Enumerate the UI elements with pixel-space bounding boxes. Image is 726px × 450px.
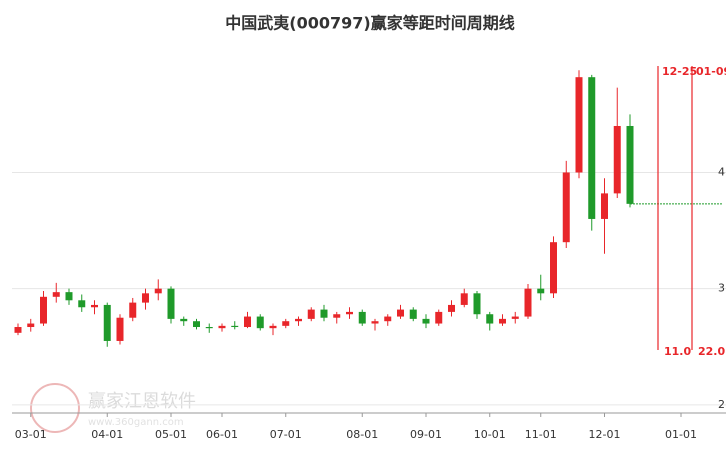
candle-body [588,77,596,219]
x-tick-label: 01-01 [665,428,697,441]
candle-body [295,318,302,322]
candle-body [575,77,583,173]
candle-body [601,193,608,219]
watermark-logo [30,383,80,433]
candle-body [282,321,290,326]
candle-body [40,296,47,324]
candle-body [27,323,35,328]
candle-body [65,292,73,301]
x-tick-label: 05-01 [155,428,187,441]
watermark: 赢家江恩软件 www.360gann.com [30,383,196,433]
x-tick-label: 03-01 [15,428,47,441]
candle-body [91,304,98,308]
y-tick-label: 3 [718,282,725,295]
candle-body [320,309,328,318]
candle-body [180,318,188,322]
candle-body [129,302,137,318]
cycle-note-label: 22.0 [698,345,725,358]
candle-body [460,293,468,305]
candle-body [346,311,353,315]
candle-body [256,316,264,329]
candle-body [142,293,149,303]
x-tick-label: 07-01 [270,428,302,441]
x-tick-label: 08-01 [346,428,378,441]
candle-body [550,242,557,294]
watermark-text: 赢家江恩软件 [88,390,196,412]
candle-body [435,311,443,324]
candle-body [269,325,277,329]
candle-body [52,292,60,297]
candle-body [154,288,162,294]
cycle-note-label: 11.0 [664,345,691,358]
x-tick-label: 12-01 [589,428,621,441]
candle-body [397,309,404,317]
candle-body [486,314,494,324]
candle-body [218,325,226,329]
candle-body [358,311,366,324]
y-tick-label: 2 [718,398,725,411]
candle-body [193,321,200,328]
candle-body [537,288,545,294]
candle-body [116,317,124,341]
chart-title: 中国武夷(000797)赢家等距时间周期线 [225,14,514,33]
candle-body [371,321,379,324]
x-tick-label: 09-01 [410,428,442,441]
candle-body [384,316,392,322]
candle-body [511,316,519,319]
cycle-date-label: 12-25 [662,65,697,78]
candle-body [231,325,239,328]
candle-body [103,304,111,341]
x-tick-label: 11-01 [525,428,557,441]
cycle-date-label: 01-09 [696,65,726,78]
watermark-url: www.360gann.com [88,417,184,428]
candle-body [14,327,22,333]
candle-body [448,304,455,312]
x-tick-label: 04-01 [91,428,123,441]
candle-body [613,125,621,194]
candle-body [307,309,315,319]
x-tick-label: 06-01 [206,428,238,441]
candle-body [562,172,570,243]
candle-body [333,314,341,318]
candle-body [524,288,532,317]
candle-body [409,309,417,319]
candle-body [78,300,86,308]
x-tick-label: 10-01 [474,428,506,441]
candle-body [205,327,213,329]
candle-body [422,318,430,324]
candle-body [626,125,634,204]
candle-body [167,288,175,319]
candle-body [499,318,506,324]
y-tick-label: 4 [718,165,725,178]
candle-body [244,316,251,328]
candle-body [473,293,481,315]
